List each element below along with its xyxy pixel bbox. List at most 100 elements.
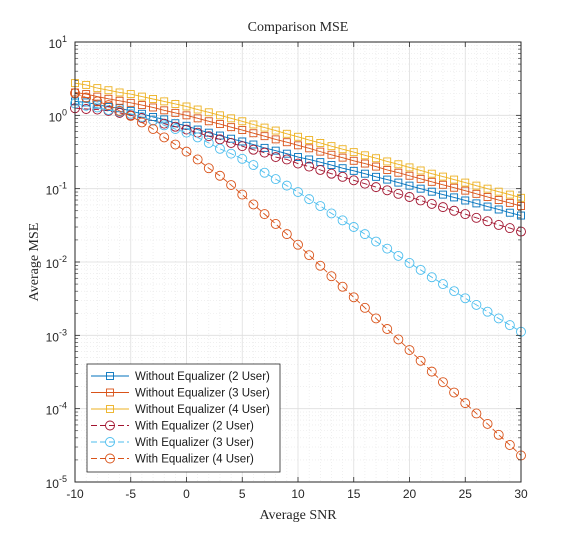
data-point [393, 334, 404, 345]
data-point [461, 186, 470, 195]
data-point [92, 96, 103, 107]
data-point [248, 144, 259, 155]
data-point [394, 168, 403, 177]
data-point [359, 178, 370, 189]
data-point [136, 112, 147, 122]
data-point [439, 172, 447, 181]
data-point [81, 104, 92, 114]
data-point [282, 149, 291, 158]
data-point [149, 103, 158, 112]
y-tick-label: 10-5 [46, 474, 67, 491]
data-point [472, 189, 481, 198]
data-point [371, 313, 381, 324]
data-point [249, 140, 258, 149]
data-point [493, 220, 504, 230]
data-point [293, 187, 303, 197]
data-point [203, 163, 214, 174]
data-point [338, 145, 347, 154]
data-point [404, 258, 415, 268]
data-point [427, 177, 436, 186]
data-point [505, 208, 514, 217]
data-point [337, 215, 348, 226]
data-point [181, 146, 192, 157]
data-point [227, 123, 236, 132]
data-point [405, 163, 414, 172]
data-point [461, 178, 470, 187]
data-point [394, 178, 403, 187]
data-point [359, 229, 370, 240]
x-tick-label: 15 [347, 487, 361, 501]
series-group [70, 79, 526, 461]
data-point [348, 175, 359, 186]
data-point [270, 219, 281, 229]
data-point [326, 271, 337, 282]
data-point [348, 292, 359, 303]
data-point [237, 189, 248, 200]
data-point [326, 168, 337, 179]
data-point [104, 86, 113, 95]
data-point [81, 92, 92, 103]
y-tick-label: 10-4 [46, 401, 67, 418]
data-point [415, 195, 426, 206]
data-point [305, 144, 314, 153]
data-point [494, 205, 503, 214]
y-tick-label: 10-2 [46, 254, 67, 271]
y-tick-label: 10-1 [46, 181, 67, 198]
x-tick-label: 0 [183, 487, 190, 501]
data-point [81, 100, 92, 111]
data-point [372, 162, 380, 171]
data-point [293, 239, 303, 250]
x-tick-label: 30 [514, 487, 528, 501]
data-point [304, 250, 315, 261]
legend-marker [105, 453, 115, 464]
data-point [260, 123, 269, 132]
data-point [137, 92, 146, 101]
y-tick-label: 100 [49, 107, 67, 124]
data-point [182, 102, 191, 111]
data-point [282, 129, 291, 138]
data-point [170, 121, 181, 132]
data-point [349, 166, 358, 175]
data-point [382, 243, 393, 254]
data-point [426, 272, 437, 283]
data-point [327, 150, 336, 159]
axis-ticks: -10 -5 0 5 10 15 20 25 30 10-5 10-4 10-3 10-2 10-1 100… [46, 34, 528, 501]
legend-marker [106, 405, 114, 413]
series-5 [70, 98, 526, 337]
data-point [326, 208, 337, 219]
x-tick-label: 5 [239, 487, 246, 501]
data-point [349, 156, 358, 165]
data-point [315, 260, 326, 271]
data-point [249, 129, 258, 138]
data-point [148, 124, 159, 135]
data-point [427, 187, 436, 196]
x-axis-label: Average SNR [259, 508, 337, 523]
legend-marker [105, 420, 115, 431]
data-point [371, 236, 381, 247]
data-point [181, 127, 192, 138]
data-point [438, 377, 448, 388]
data-point [215, 120, 224, 129]
data-point [360, 169, 369, 178]
data-point [461, 196, 470, 205]
legend-box [86, 363, 281, 473]
data-point [126, 98, 135, 107]
data-point [327, 161, 336, 169]
data-point [482, 306, 493, 317]
y-tick-label: 101 [49, 34, 67, 51]
data-point [136, 117, 147, 128]
data-point [450, 193, 459, 202]
data-point [327, 142, 336, 151]
data-point [405, 171, 414, 180]
data-point [382, 324, 393, 334]
data-point [160, 106, 169, 115]
x-tick-label: 25 [459, 487, 473, 501]
data-point [504, 440, 515, 450]
data-point [472, 199, 481, 208]
data-point [438, 202, 448, 213]
data-point [281, 154, 292, 165]
data-point [226, 180, 237, 191]
data-point [393, 250, 404, 261]
data-point [237, 153, 248, 164]
